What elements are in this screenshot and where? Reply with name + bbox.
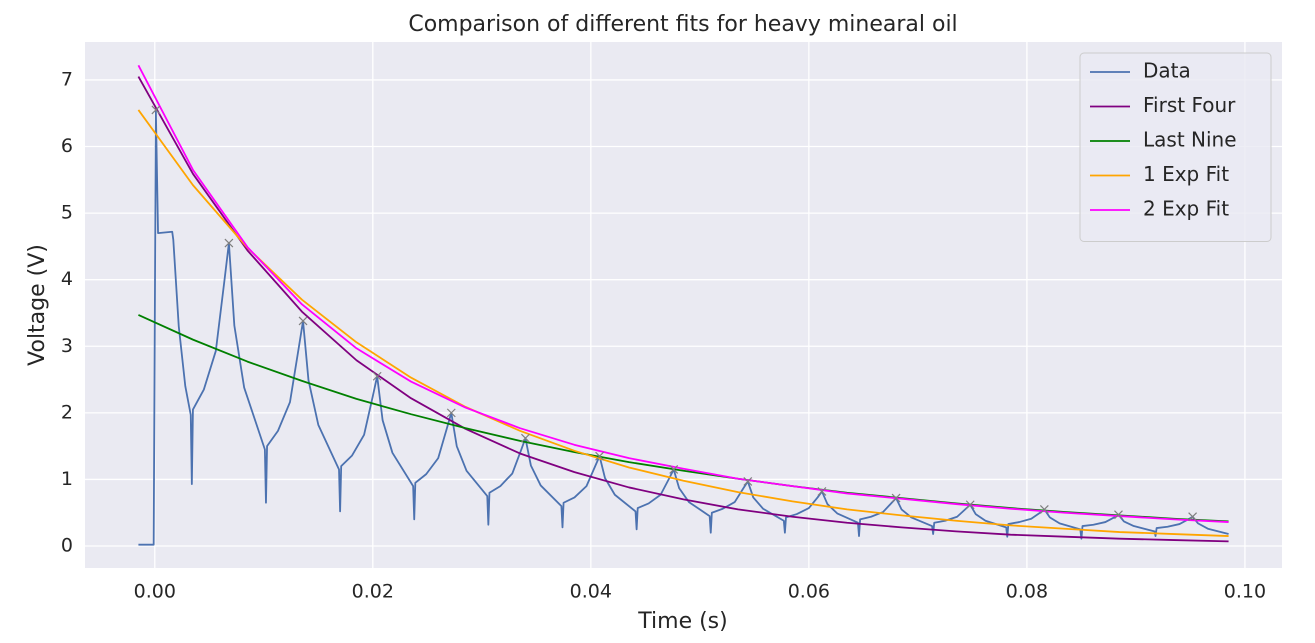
peak-marker xyxy=(669,465,679,474)
peak-marker xyxy=(151,105,161,115)
y-tick-label: 3 xyxy=(61,335,73,357)
peak-marker xyxy=(743,477,753,486)
y-tick-label: 5 xyxy=(61,202,73,224)
x-tick-label: 0.08 xyxy=(1006,581,1048,603)
y-tick-label: 6 xyxy=(61,135,73,157)
peak-marker xyxy=(224,238,234,248)
peak-marker xyxy=(446,408,456,418)
series-line xyxy=(137,109,1229,537)
peak-marker xyxy=(1114,510,1123,520)
chart-title: Comparison of different fits for heavy m… xyxy=(408,12,957,37)
x-tick-label: 0.02 xyxy=(352,581,394,603)
y-tick-label: 4 xyxy=(61,268,73,290)
peak-marker xyxy=(817,487,827,496)
legend-label: Last Nine xyxy=(1143,128,1237,152)
peak-marker xyxy=(521,433,530,443)
peak-marker xyxy=(372,371,382,381)
peak-marker xyxy=(595,451,604,461)
x-tick-label: 0.00 xyxy=(134,581,176,603)
y-tick-label: 7 xyxy=(61,68,73,90)
legend-box xyxy=(1079,52,1272,242)
x-axis-label: Time (s) xyxy=(637,609,727,634)
series-line xyxy=(137,76,1229,543)
y-tick-label: 0 xyxy=(61,535,73,557)
peak-marker xyxy=(891,493,901,503)
peak-marker xyxy=(298,316,308,326)
y-tick-label: 1 xyxy=(61,468,73,490)
peak-marker xyxy=(1039,504,1049,514)
legend-label: 1 Exp Fit xyxy=(1143,162,1229,186)
legend-label: First Four xyxy=(1143,93,1236,117)
legend-label: 2 Exp Fit xyxy=(1143,197,1229,221)
peak-marker xyxy=(965,500,975,510)
peak-marker xyxy=(1188,512,1198,522)
legend-label: Data xyxy=(1143,59,1191,83)
x-tick-label: 0.10 xyxy=(1224,581,1266,603)
y-tick-label: 2 xyxy=(61,401,73,423)
x-tick-label: 0.04 xyxy=(570,581,612,603)
x-tick-label: 0.06 xyxy=(788,581,830,603)
y-axis-label: Voltage (V) xyxy=(25,244,50,366)
